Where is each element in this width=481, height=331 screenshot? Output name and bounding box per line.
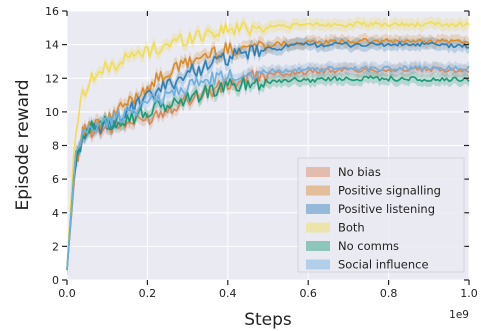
series-line — [66, 41, 470, 270]
legend: No bias Positive signalling Positive liste… — [297, 157, 465, 273]
legend-label: No comms — [338, 239, 399, 253]
series-lines — [66, 21, 470, 270]
legend-swatch — [306, 204, 330, 214]
legend-label: No bias — [338, 165, 381, 179]
legend-swatch — [306, 259, 330, 270]
confidence-band — [67, 61, 469, 276]
y-axis-label: Episode reward — [13, 79, 33, 210]
legend-label: Positive listening — [338, 202, 435, 216]
series-line — [66, 75, 470, 270]
y-tick-label: 8 — [52, 140, 59, 153]
legend-swatch — [306, 222, 330, 233]
x-tick-label: 0.2 — [139, 287, 157, 300]
axis-ticks: 0.0 0.2 0.4 0.6 0.8 1.0 0 2 4 6 8 10 12 14 16 — [45, 5, 478, 300]
confidence-bands — [67, 16, 469, 276]
y-tick-label: 4 — [52, 207, 59, 220]
x-offset-label: 1e9 — [449, 309, 469, 321]
x-axis-label: Steps — [244, 310, 292, 330]
y-tick-label: 6 — [52, 173, 59, 186]
y-tick-label: 16 — [45, 5, 59, 18]
x-tick-label: 0.8 — [380, 287, 398, 300]
y-tick-label: 14 — [45, 39, 59, 52]
legend-swatch — [306, 167, 330, 177]
x-tick-label: 0.0 — [58, 287, 76, 300]
legend-swatch — [306, 185, 330, 196]
x-tick-label: 1.0 — [460, 287, 478, 300]
series-line — [66, 21, 470, 270]
x-tick-label: 0.4 — [219, 287, 237, 300]
y-tick-label: 12 — [45, 72, 59, 85]
series-line — [66, 65, 470, 270]
series-line — [66, 37, 470, 270]
legend-label: Both — [338, 221, 365, 235]
legend-label: Positive signalling — [338, 184, 441, 198]
y-tick-label: 2 — [52, 240, 59, 253]
y-tick-label: 10 — [45, 106, 59, 119]
legend-box — [297, 157, 465, 273]
legend-swatch — [306, 241, 330, 251]
x-tick-label: 0.6 — [299, 287, 317, 300]
y-tick-label: 0 — [52, 274, 59, 287]
legend-label: Social influence — [338, 258, 429, 272]
